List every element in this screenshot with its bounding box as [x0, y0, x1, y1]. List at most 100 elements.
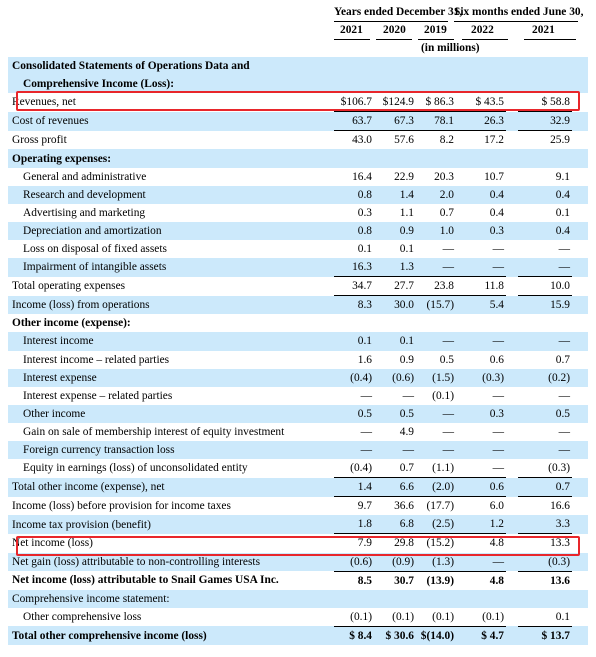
- value-cell: [334, 149, 374, 168]
- value-cell: 6.6: [374, 477, 416, 497]
- row-label: Comprehensive Income (Loss):: [8, 75, 334, 94]
- spacer-cell: [572, 571, 588, 590]
- highlight-revenues: [16, 91, 580, 111]
- value-cell: [518, 314, 572, 332]
- spacer-cell: [506, 258, 518, 277]
- spacer-cell: [506, 57, 518, 76]
- value-cell: (0.4): [334, 368, 374, 387]
- value-cell: —: [334, 440, 374, 460]
- value-cell: (0.3): [548, 462, 570, 475]
- spacer-cell: [572, 497, 588, 516]
- row-label: Other income: [8, 404, 334, 423]
- value-cell: 0.8: [334, 185, 374, 204]
- value-cell: 23.8: [416, 276, 456, 296]
- table-row: Cost of revenues 63.7 67.3 78.1 26.3 32.9: [8, 111, 588, 131]
- spacer-cell: [572, 149, 588, 168]
- spacer-cell: [506, 515, 518, 534]
- spacer-cell: [572, 477, 588, 497]
- value-cell: 13.3: [518, 533, 572, 553]
- value-cell: (15.2): [416, 533, 456, 553]
- value-cell: 9.1: [555, 170, 570, 183]
- value-cell: 13.6: [518, 570, 572, 590]
- value-cell: —: [518, 440, 572, 460]
- table-row: Operating expenses:: [8, 149, 588, 168]
- table-row: Other income 0.5 0.5—0.3 0.5: [8, 404, 588, 423]
- value-cell: 0.8: [334, 221, 374, 240]
- spacer-cell: [506, 131, 518, 150]
- value-cell: [518, 589, 572, 608]
- row-label: Depreciation and amortization: [8, 221, 334, 240]
- table-row: Income (loss) before provision for incom…: [8, 496, 588, 516]
- row-label: Total operating expenses: [12, 280, 126, 293]
- value-cell: —: [518, 258, 572, 277]
- value-cell: (2.0): [416, 477, 456, 497]
- spacer-cell: [506, 608, 518, 627]
- statements-table: Consolidated Statements of Operations Da…: [8, 57, 588, 645]
- value-cell: —: [558, 242, 570, 255]
- value-cell: 29.8: [374, 533, 416, 553]
- spacer-cell: [506, 423, 518, 441]
- value-cell: 1.4: [334, 477, 374, 497]
- spacer-cell: [506, 351, 518, 369]
- table-row: Gain on sale of membership interest of e…: [8, 423, 588, 441]
- value-cell: 5.4: [456, 295, 506, 315]
- value-cell: $106.7: [340, 96, 372, 109]
- value-cell: (0.6): [334, 552, 374, 572]
- value-cell: [518, 75, 572, 94]
- row-label: Comprehensive income statement:: [8, 589, 334, 608]
- value-cell: [456, 149, 506, 168]
- value-cell: [334, 75, 374, 94]
- value-cell: 34.7: [334, 276, 374, 296]
- spacer-cell: [572, 351, 588, 369]
- value-cell: 78.1: [416, 111, 456, 131]
- value-cell: 0.1: [374, 332, 416, 351]
- value-cell: (0.1): [392, 610, 414, 623]
- six-months-underline: [454, 21, 578, 22]
- row-label: Impairment of intangible assets: [8, 258, 334, 277]
- spacer-cell: [572, 332, 588, 351]
- value-cell: 0.1: [399, 242, 414, 255]
- spacer-cell: [572, 57, 588, 76]
- table-row: Total other comprehensive income (loss) $…: [8, 625, 588, 645]
- value-cell: 0.4: [518, 185, 572, 204]
- row-label: Income tax provision (benefit): [8, 515, 334, 534]
- table-row: General and administrative 16.4 22.9 20.3 10…: [8, 168, 588, 186]
- value-cell: 30.7: [374, 570, 416, 590]
- value-cell: $ 58.8: [541, 96, 570, 109]
- units-label: (in millions): [421, 42, 480, 54]
- value-cell: 17.2: [456, 130, 506, 150]
- spacer-cell: [572, 168, 588, 186]
- value-cell: [416, 149, 456, 168]
- table-row: Revenues, net $106.7 $124.9 $ 86.3 $ 43.5 $ 5…: [8, 93, 588, 112]
- value-cell: 4.8: [456, 570, 506, 590]
- value-cell: [374, 314, 416, 332]
- value-cell: [416, 57, 456, 76]
- value-cell: 10.0: [518, 276, 572, 296]
- value-cell: 2.0: [416, 185, 456, 204]
- spacer-cell: [572, 277, 588, 296]
- row-label: Revenues, net: [12, 96, 76, 109]
- col-underline: [418, 39, 454, 40]
- value-cell: [456, 57, 506, 76]
- value-cell: [518, 149, 572, 168]
- value-cell: 0.4: [518, 221, 572, 240]
- spacer-cell: [506, 295, 518, 315]
- col-2022: 2022: [471, 24, 494, 36]
- value-cell: 30.0: [374, 295, 416, 315]
- value-cell: 32.9: [518, 111, 572, 131]
- value-cell: $ 4.7: [456, 625, 506, 645]
- value-cell: [374, 57, 416, 76]
- value-cell: 4.8: [456, 533, 506, 553]
- spacer-cell: [572, 295, 588, 315]
- spacer-cell: [572, 552, 588, 572]
- value-cell: 1.1: [399, 206, 414, 219]
- value-cell: 6.0: [456, 496, 506, 516]
- value-cell: (0.3): [456, 368, 506, 387]
- spacer-cell: [572, 240, 588, 258]
- spacer-cell: [506, 552, 518, 572]
- value-cell: (0.3): [518, 552, 572, 572]
- value-cell: 6.8: [374, 515, 416, 534]
- table-row: Advertising and marketing 0.3 1.1 0.7 0.4 0.1: [8, 204, 588, 222]
- row-label: Gain on sale of membership interest of e…: [23, 425, 285, 438]
- value-cell: [334, 589, 374, 608]
